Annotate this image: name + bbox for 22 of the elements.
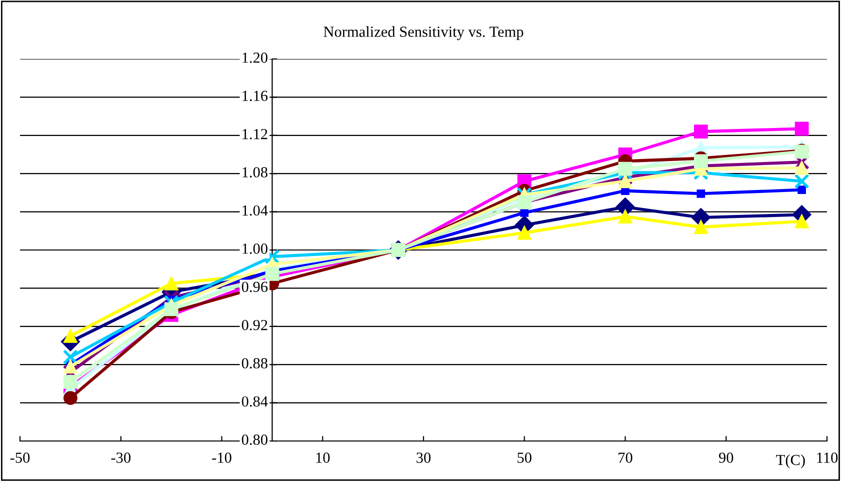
x-tick-label: 50 [518,452,532,463]
x-axis-title: T(C) [776,454,805,468]
x-tick-label: 110 [817,452,838,463]
y-tick-label: 0.88 [242,358,268,368]
y-tick-label: 1.08 [242,167,268,178]
y-tick-label: 1.00 [242,244,268,254]
y-tick-label: 0.92 [242,320,268,330]
x-tick-label: -30 [111,452,130,463]
x-tick-label: 90 [718,452,734,463]
y-tick-label: 0.84 [242,396,268,407]
y-tick-label: 1.20 [242,52,268,63]
x-tick-label: -50 [10,452,30,463]
y-tick-label: 1.12 [242,128,268,140]
y-tick-label: 0.96 [242,282,268,292]
x-tick-label: -10 [212,452,232,463]
y-tick-label: 1.16 [242,90,268,102]
y-tick-label: 1.04 [242,205,268,216]
x-tick-label: 70 [618,452,632,463]
y-tick-label: 0.80 [242,434,268,445]
x-tick-label: 10 [316,452,330,463]
x-tick-label: 30 [416,452,431,463]
chart-title: Normalized Sensitivity vs. Temp [324,26,524,40]
